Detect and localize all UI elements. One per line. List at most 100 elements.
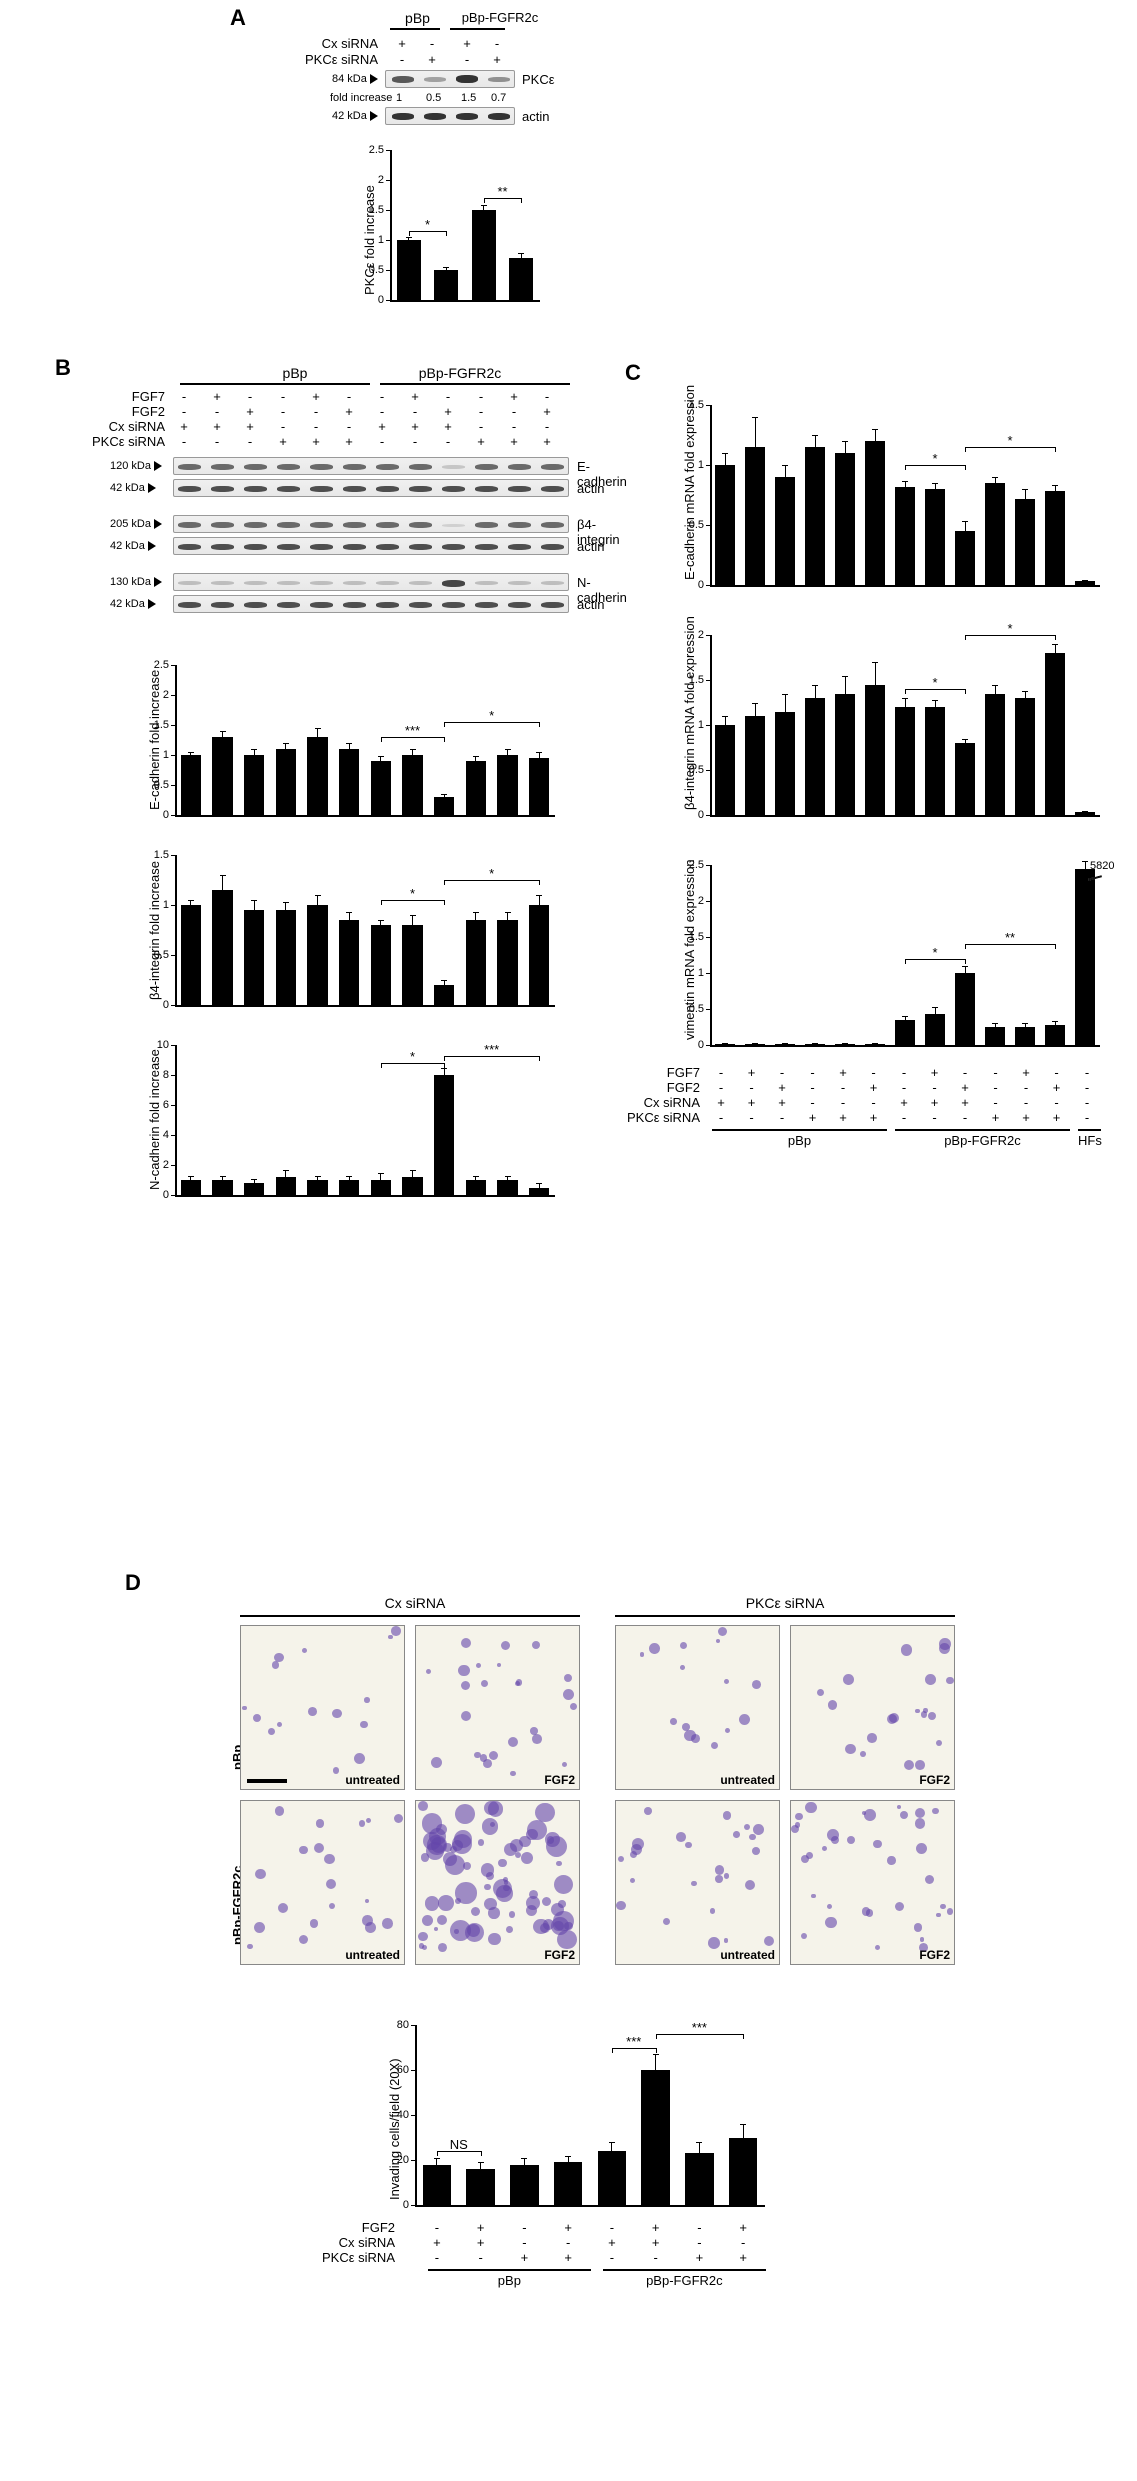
treatment-row-label: Cx siRNA: [610, 1095, 700, 1110]
mw-arrow-icon: [148, 599, 156, 609]
mw-label: 120 kDa: [110, 460, 151, 472]
sig-label: **: [488, 184, 518, 199]
treatment-symbol: -: [505, 404, 523, 419]
treatment-symbol: -: [274, 389, 292, 404]
treatment-symbol: -: [690, 2235, 708, 2250]
mw-arrow-icon: [154, 519, 162, 529]
chart-bar: [895, 1020, 915, 1045]
treatment-symbol: -: [538, 419, 556, 434]
western-blot-strip: [173, 515, 569, 533]
bar-chart: 00.511.5**β4-integrin fold increase: [135, 845, 565, 1015]
treatment-symbol: -: [690, 2220, 708, 2235]
treatment-symbol: -: [647, 2250, 665, 2265]
chart-bar: [529, 1188, 550, 1196]
mw-label: 130 kDa: [110, 576, 151, 588]
treatment-row-label: PKCε siRNA: [65, 434, 165, 449]
treatment-symbol: +: [472, 434, 490, 449]
treatment-symbol: -: [340, 419, 358, 434]
chart-bar: [509, 258, 533, 300]
treatment-symbol: -: [895, 1065, 913, 1080]
treatment-row-label: FGF7: [65, 389, 165, 404]
fold-value: 0.5: [426, 92, 441, 104]
micrograph: untreated: [615, 1625, 780, 1790]
treatment-symbol: -: [274, 419, 292, 434]
treatment-symbol: +: [505, 389, 523, 404]
sig-label: *: [995, 621, 1025, 636]
treatment-symbol: -: [987, 1080, 1005, 1095]
treatment-symbol: -: [559, 2235, 577, 2250]
treatment-symbol: -: [373, 404, 391, 419]
treatment-symbol: -: [208, 434, 226, 449]
treatment-symbol: -: [865, 1065, 883, 1080]
chart-bar: [1075, 812, 1095, 815]
group-label: pBp-FGFR2c: [603, 2273, 766, 2288]
chart-bar: [276, 749, 297, 815]
treatment-symbol: +: [1017, 1065, 1035, 1080]
treatment-symbol: +: [538, 434, 556, 449]
chart-bar: [529, 758, 550, 815]
treatment-symbol: +: [175, 419, 193, 434]
chart-bar: [434, 270, 458, 300]
treatment-symbol: +: [393, 36, 411, 51]
treatment-symbol: +: [956, 1080, 974, 1095]
chart-bar: [729, 2138, 757, 2206]
chart-bar: [244, 1183, 265, 1195]
chart-bar: [895, 707, 915, 815]
sig-label: *: [920, 945, 950, 960]
y-axis-label: N-cadherin fold increase: [147, 1049, 162, 1190]
treatment-symbol: +: [373, 419, 391, 434]
mw-arrow-icon: [370, 74, 378, 84]
chart-bar: [529, 905, 550, 1005]
chart-bar: [244, 910, 265, 1005]
chart-bar: [181, 1180, 202, 1195]
treatment-symbol: -: [834, 1080, 852, 1095]
sig-label: ***: [477, 1042, 507, 1057]
treatment-symbol: +: [559, 2250, 577, 2265]
micrograph-label: FGF2: [544, 1773, 575, 1787]
chart-bar: [715, 725, 735, 815]
sig-label: *: [995, 433, 1025, 448]
treatment-symbol: -: [423, 36, 441, 51]
treatment-symbol: +: [987, 1110, 1005, 1125]
fold-increase-label: fold increase: [330, 92, 392, 104]
treatment-symbol: -: [987, 1065, 1005, 1080]
header-fgfr2c: pBp-FGFR2c: [450, 10, 550, 25]
treatment-symbol: -: [1078, 1095, 1096, 1110]
micrograph-label: untreated: [720, 1773, 775, 1787]
micrograph-label: untreated: [345, 1948, 400, 1962]
chart-bar: [1045, 491, 1065, 585]
micrograph: FGF2: [790, 1625, 955, 1790]
chart-bar: [244, 755, 265, 815]
chart-bar: [276, 910, 297, 1005]
treatment-symbol: -: [773, 1110, 791, 1125]
treatment-symbol: +: [773, 1095, 791, 1110]
treatment-symbol: -: [241, 389, 259, 404]
treatment-symbol: -: [428, 2220, 446, 2235]
chart-bar: [1015, 1027, 1035, 1045]
treatment-symbol: +: [1017, 1110, 1035, 1125]
treatment-symbol: -: [834, 1095, 852, 1110]
b-header-pbp: pBp: [220, 365, 370, 381]
sig-label: *: [477, 866, 507, 881]
western-blot-strip: [173, 479, 569, 497]
micrograph-label: untreated: [720, 1948, 775, 1962]
treatment-symbol: -: [175, 404, 193, 419]
chart-bar: [598, 2151, 626, 2205]
micrograph-label: FGF2: [919, 1773, 950, 1787]
sig-label: *: [920, 451, 950, 466]
chart-bar: [371, 925, 392, 1005]
protein-label: actin: [577, 597, 604, 612]
treatment-symbol: +: [340, 404, 358, 419]
chart-bar: [434, 985, 455, 1005]
fold-value: 1.5: [461, 92, 476, 104]
western-blot-strip: [173, 457, 569, 475]
treatment-symbol: -: [175, 389, 193, 404]
treatment-symbol: +: [208, 419, 226, 434]
panel-c-label: C: [625, 360, 641, 386]
micrograph-label: untreated: [345, 1773, 400, 1787]
treatment-symbol: -: [307, 404, 325, 419]
chart-bar: [402, 925, 423, 1005]
micrograph: untreated: [240, 1625, 405, 1790]
chart-bar: [925, 707, 945, 815]
y-tick-label: 0: [672, 1039, 704, 1051]
